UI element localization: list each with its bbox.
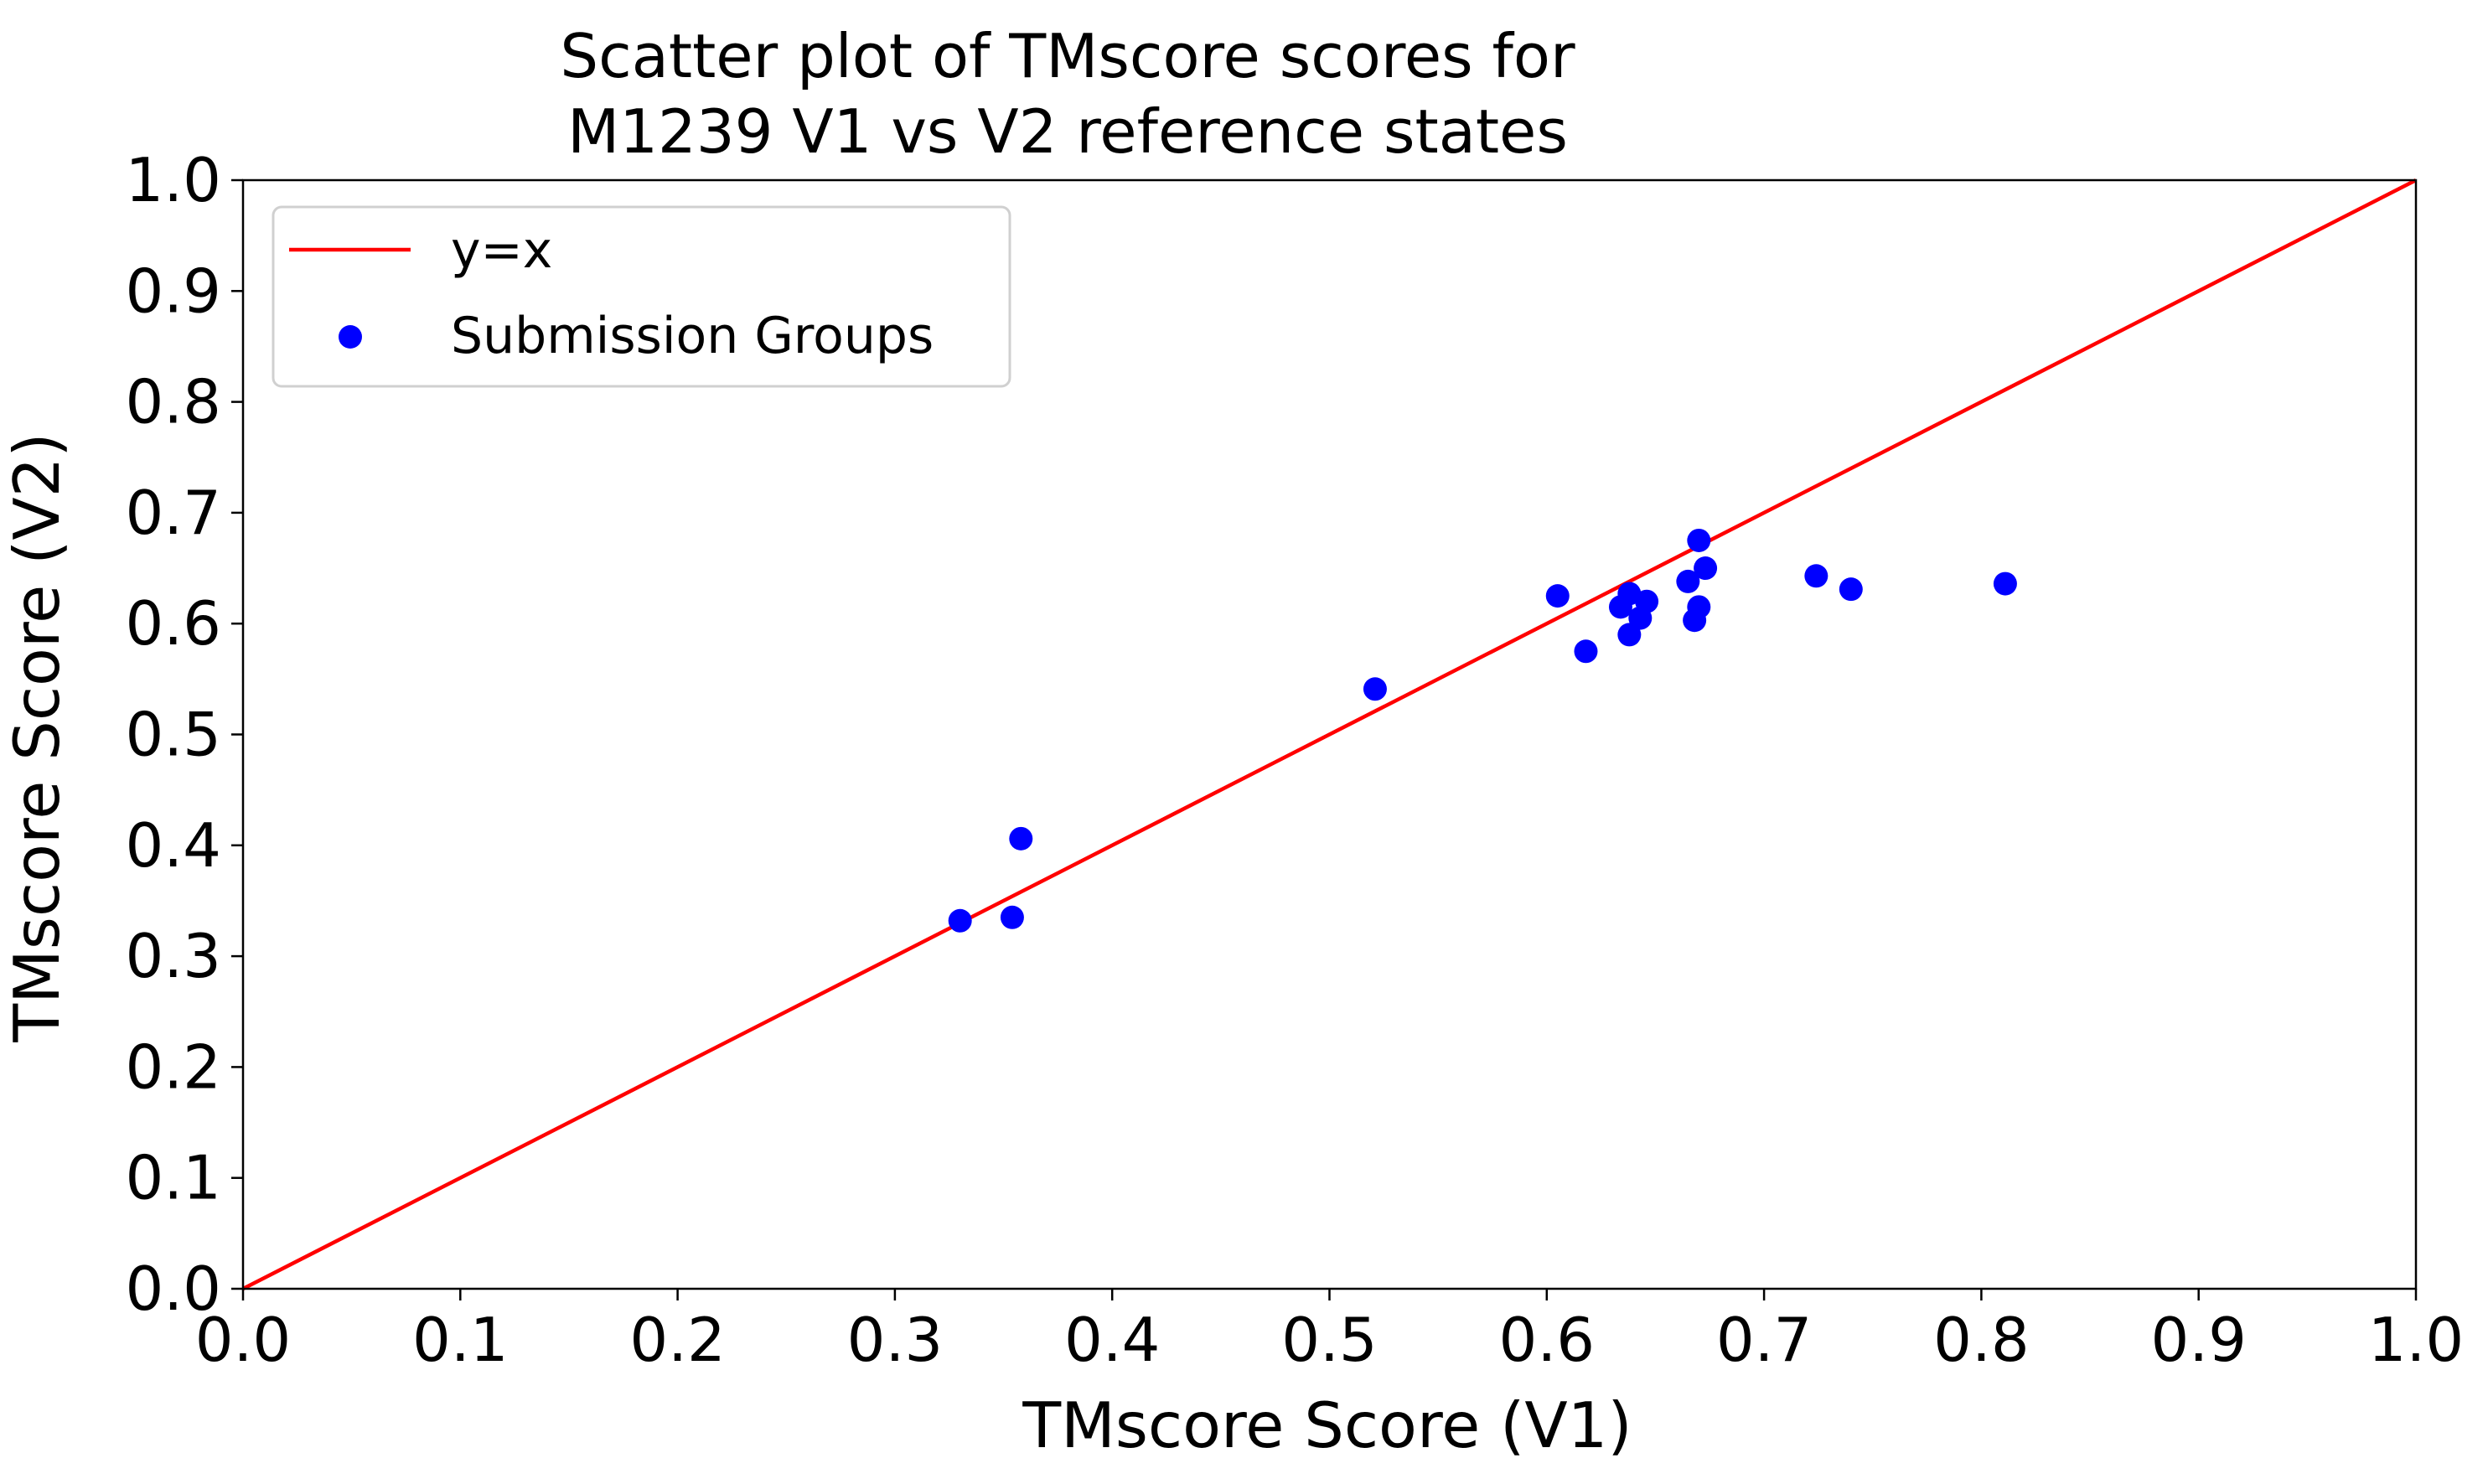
x-tick-label: 0.2 bbox=[629, 1305, 726, 1375]
y-tick-label: 0.1 bbox=[125, 1143, 221, 1213]
x-tick-label: 0.4 bbox=[1064, 1305, 1161, 1375]
data-point-16 bbox=[1694, 556, 1718, 581]
chart-title-line-1: Scatter plot of TMscore scores for bbox=[560, 21, 1575, 91]
y-tick-label: 0.2 bbox=[125, 1032, 221, 1102]
y-axis-label: TMscore Score (V2) bbox=[0, 432, 74, 1042]
y-tick-label: 0.3 bbox=[125, 921, 221, 991]
data-points bbox=[948, 528, 2017, 933]
data-point-12 bbox=[1676, 569, 1700, 593]
data-point-1 bbox=[948, 908, 972, 933]
legend-swatch-submission-groups bbox=[339, 325, 362, 349]
y-tick-label: 0.9 bbox=[125, 256, 221, 326]
y-tick-label: 0.4 bbox=[125, 810, 221, 881]
data-point-17 bbox=[1804, 564, 1828, 588]
y-tick-label: 0.6 bbox=[125, 588, 221, 659]
data-point-9 bbox=[1617, 623, 1642, 647]
y-tick-label: 0.5 bbox=[125, 700, 221, 770]
legend: y=x Submission Groups bbox=[272, 205, 1011, 388]
y-tick-label: 0.8 bbox=[125, 367, 221, 437]
data-point-15 bbox=[1687, 595, 1711, 619]
x-axis-ticks: 0.0 0.1 0.2 0.3 0.4 0.5 0.6 0.7 0.8 0.9 1.0 bbox=[195, 1289, 2465, 1375]
data-point-6 bbox=[1574, 639, 1598, 664]
reference-line-y-equals-x bbox=[241, 178, 2418, 1291]
chart-title-line-2: M1239 V1 vs V2 reference states bbox=[567, 96, 1568, 167]
data-point-4 bbox=[1363, 677, 1387, 701]
data-point-5 bbox=[1545, 584, 1570, 608]
x-tick-label: 0.0 bbox=[195, 1305, 292, 1375]
x-tick-label: 0.9 bbox=[2150, 1305, 2247, 1375]
x-tick-label: 1.0 bbox=[2368, 1305, 2465, 1375]
legend-label-reference-line: y=x bbox=[451, 221, 552, 280]
legend-box bbox=[272, 205, 1011, 388]
x-tick-label: 0.7 bbox=[1716, 1305, 1813, 1375]
y-axis-ticks: 0.0 0.1 0.2 0.3 0.4 0.5 0.6 0.7 0.8 0.9 1.0 bbox=[125, 145, 243, 1324]
x-tick-label: 0.3 bbox=[847, 1305, 944, 1375]
y-tick-label: 1.0 bbox=[125, 145, 221, 215]
x-tick-label: 0.5 bbox=[1281, 1305, 1378, 1375]
y-tick-label: 0.0 bbox=[125, 1254, 221, 1324]
legend-label-submission-groups: Submission Groups bbox=[451, 307, 934, 365]
x-tick-label: 0.1 bbox=[412, 1305, 509, 1375]
x-tick-label: 0.6 bbox=[1499, 1305, 1596, 1375]
data-point-3 bbox=[1009, 826, 1033, 851]
data-point-11 bbox=[1635, 589, 1659, 613]
y-tick-label: 0.7 bbox=[125, 478, 221, 548]
data-point-14 bbox=[1687, 528, 1711, 552]
x-axis-label: TMscore Score (V1) bbox=[1022, 1388, 1632, 1462]
x-tick-label: 0.8 bbox=[1933, 1305, 2030, 1375]
data-point-19 bbox=[1993, 571, 2017, 596]
data-point-2 bbox=[1000, 905, 1024, 929]
data-point-18 bbox=[1839, 577, 1863, 602]
plot-area bbox=[241, 178, 2418, 1291]
